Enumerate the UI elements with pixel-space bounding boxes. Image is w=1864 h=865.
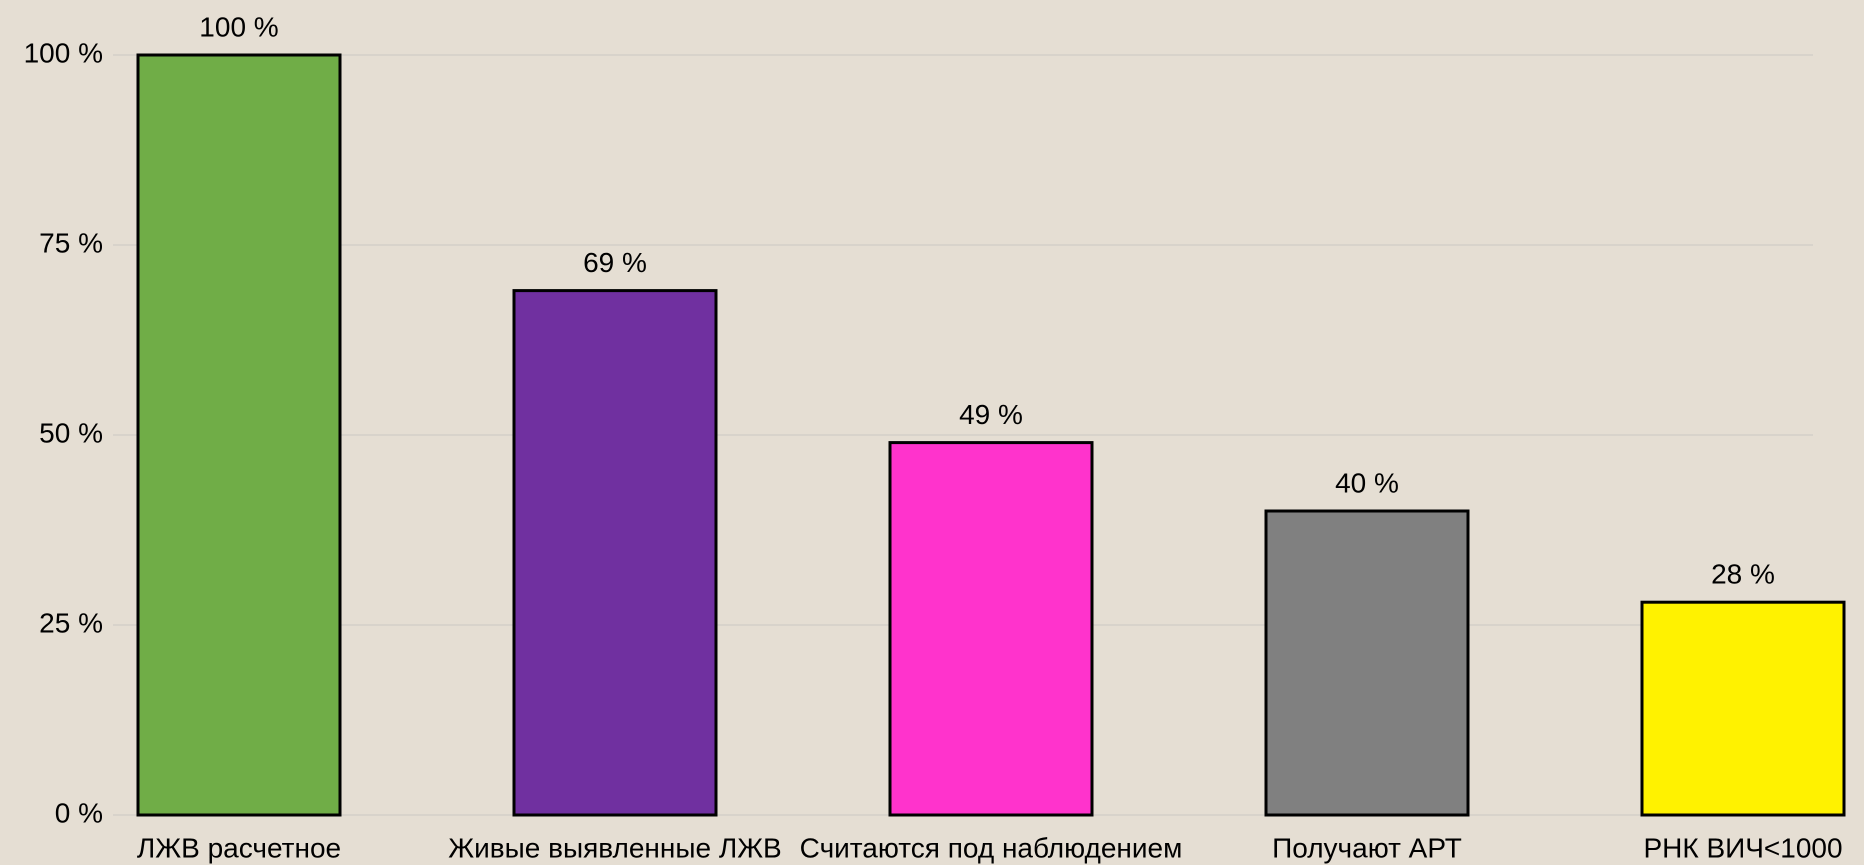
x-tick-label: Считаются под наблюдением: [800, 832, 1183, 863]
data-label: 69 %: [583, 247, 647, 278]
x-tick-label: ЛЖВ расчетное: [137, 832, 341, 863]
bar: [512, 289, 718, 817]
y-tick-label: 50 %: [39, 417, 103, 448]
bar: [888, 441, 1094, 817]
data-label: 100 %: [199, 11, 278, 42]
x-tick-label: Живые выявленные ЛЖВ: [448, 832, 781, 863]
y-tick-label: 75 %: [39, 227, 103, 258]
data-label: 28 %: [1711, 559, 1775, 590]
x-tick-label: РНК ВИЧ<1000: [1643, 832, 1842, 863]
data-label: 49 %: [959, 399, 1023, 430]
y-tick-label: 25 %: [39, 607, 103, 638]
y-tick-label: 100 %: [24, 37, 103, 68]
data-label: 40 %: [1335, 467, 1399, 498]
x-tick-label: Получают АРТ: [1272, 832, 1462, 863]
y-tick-label: 0 %: [55, 797, 103, 828]
bar: [1264, 509, 1470, 817]
bar: [136, 53, 342, 817]
bar: [1640, 600, 1846, 817]
